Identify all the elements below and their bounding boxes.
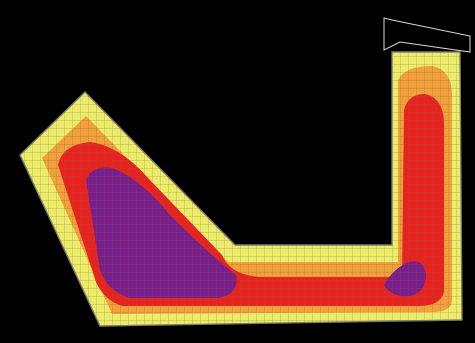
outline-top-right: [383, 17, 471, 53]
part-outline: [19, 51, 463, 327]
